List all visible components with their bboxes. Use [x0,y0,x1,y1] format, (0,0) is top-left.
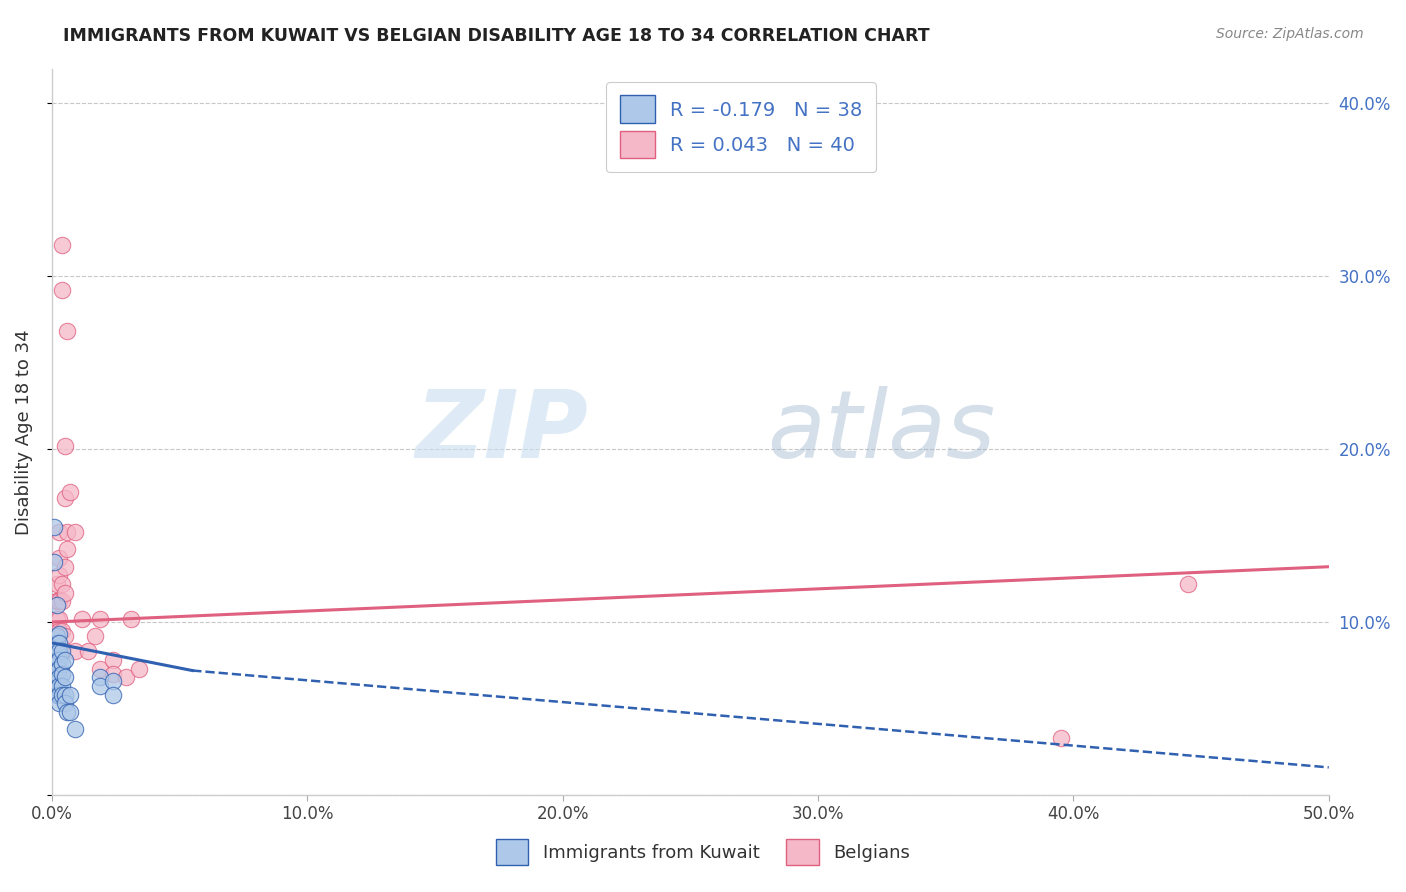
Point [45,669,67,683]
Point [48,662,70,676]
Point [84,629,107,643]
Point [48,670,70,684]
Point [51,577,73,591]
Point [45,612,67,626]
Point [1049,731,1071,745]
Text: ZIP: ZIP [415,386,588,478]
Point [101,688,124,702]
Point [45,644,67,658]
Point [45,681,67,695]
Point [101,667,124,681]
Point [53,629,76,643]
Point [53,653,76,667]
Point [51,624,73,638]
Text: IMMIGRANTS FROM KUWAIT VS BELGIAN DISABILITY AGE 18 TO 34 CORRELATION CHART: IMMIGRANTS FROM KUWAIT VS BELGIAN DISABI… [63,27,929,45]
Point [53,439,76,453]
Point [51,238,73,252]
Point [56,325,79,339]
Point [89,662,111,676]
Point [45,653,67,667]
Point [56,705,79,719]
Point [44,520,66,534]
Point [89,679,111,693]
Point [51,640,73,655]
Point [128,662,150,676]
Point [51,644,73,658]
Point [89,670,111,684]
Y-axis label: Disability Age 18 to 34: Disability Age 18 to 34 [15,329,32,534]
Point [53,559,76,574]
Point [56,542,79,557]
Point [51,667,73,681]
Point [1177,577,1199,591]
Point [114,670,136,684]
Point [45,662,67,676]
Point [48,636,70,650]
Legend: Immigrants from Kuwait, Belgians: Immigrants from Kuwait, Belgians [486,830,920,874]
Point [45,688,67,702]
Point [63,525,86,540]
Point [48,612,70,626]
Point [101,653,124,667]
Point [45,594,67,608]
Point [63,723,86,737]
Point [56,525,79,540]
Point [63,644,86,658]
Point [51,688,73,702]
Point [48,568,70,582]
Point [48,679,70,693]
Point [51,283,73,297]
Point [53,697,76,711]
Point [48,644,70,658]
Point [48,525,70,540]
Point [45,577,67,591]
Point [53,491,76,505]
Point [59,688,82,702]
Point [45,636,67,650]
Point [45,675,67,690]
Point [59,705,82,719]
Text: atlas: atlas [766,386,995,477]
Point [44,555,66,569]
Point [48,624,70,638]
Point [48,627,70,641]
Point [48,688,70,702]
Point [45,598,67,612]
Point [51,594,73,608]
Text: Source: ZipAtlas.com: Source: ZipAtlas.com [1216,27,1364,41]
Point [48,551,70,566]
Point [53,670,76,684]
Point [72,612,94,626]
Point [51,657,73,671]
Point [89,612,111,626]
Point [45,594,67,608]
Legend: R = -0.179   N = 38, R = 0.043   N = 40: R = -0.179 N = 38, R = 0.043 N = 40 [606,82,876,172]
Point [53,688,76,702]
Point [120,612,142,626]
Point [48,594,70,608]
Point [48,638,70,652]
Point [59,485,82,500]
Point [76,644,98,658]
Point [48,653,70,667]
Point [45,629,67,643]
Point [101,673,124,688]
Point [53,585,76,599]
Point [48,697,70,711]
Point [51,679,73,693]
